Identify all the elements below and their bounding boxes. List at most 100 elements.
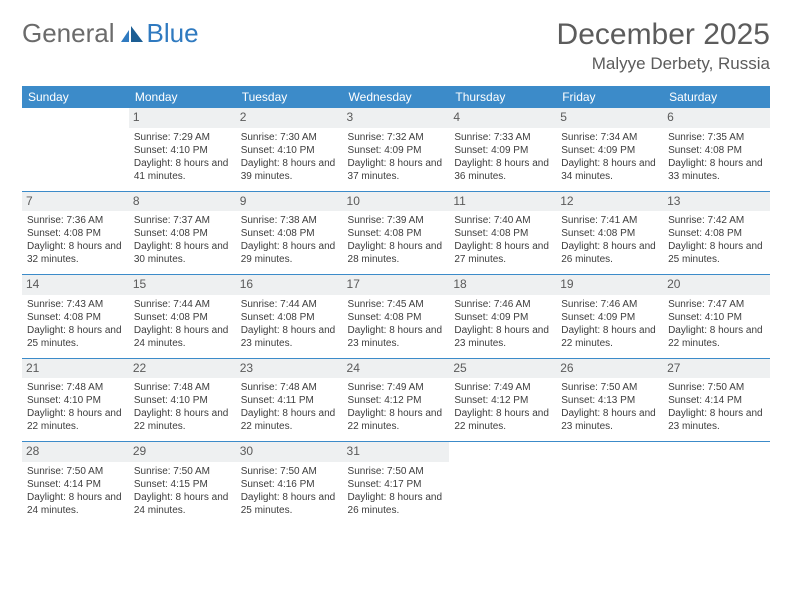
calendar-day-cell: 9Sunrise: 7:38 AMSunset: 4:08 PMDaylight… (236, 191, 343, 275)
daylight-text: Daylight: 8 hours and 30 minutes. (134, 240, 231, 266)
daylight-text: Daylight: 8 hours and 22 minutes. (27, 407, 124, 433)
sunrise-text: Sunrise: 7:34 AM (561, 131, 658, 144)
day-info: Sunrise: 7:49 AMSunset: 4:12 PMDaylight:… (347, 381, 446, 433)
sunrise-text: Sunrise: 7:50 AM (134, 465, 231, 478)
calendar-week-row: 28Sunrise: 7:50 AMSunset: 4:14 PMDayligh… (22, 442, 770, 525)
sunrise-text: Sunrise: 7:44 AM (134, 298, 231, 311)
daylight-text: Daylight: 8 hours and 26 minutes. (561, 240, 658, 266)
day-info: Sunrise: 7:30 AMSunset: 4:10 PMDaylight:… (240, 131, 339, 183)
day-info: Sunrise: 7:50 AMSunset: 4:16 PMDaylight:… (240, 465, 339, 517)
day-number: 26 (556, 359, 663, 379)
sunset-text: Sunset: 4:08 PM (241, 227, 338, 240)
calendar-day-cell: 12Sunrise: 7:41 AMSunset: 4:08 PMDayligh… (556, 191, 663, 275)
sunset-text: Sunset: 4:10 PM (27, 394, 124, 407)
daylight-text: Daylight: 8 hours and 25 minutes. (241, 491, 338, 517)
sunrise-text: Sunrise: 7:40 AM (454, 214, 551, 227)
day-number: 10 (343, 192, 450, 212)
weekday-header: Tuesday (236, 86, 343, 108)
logo: General Blue (22, 18, 199, 49)
day-info: Sunrise: 7:44 AMSunset: 4:08 PMDaylight:… (240, 298, 339, 350)
day-info: Sunrise: 7:48 AMSunset: 4:10 PMDaylight:… (26, 381, 125, 433)
daylight-text: Daylight: 8 hours and 25 minutes. (27, 324, 124, 350)
calendar-day-cell: 31Sunrise: 7:50 AMSunset: 4:17 PMDayligh… (343, 442, 450, 525)
weekday-header: Monday (129, 86, 236, 108)
day-info: Sunrise: 7:50 AMSunset: 4:17 PMDaylight:… (347, 465, 446, 517)
sunset-text: Sunset: 4:08 PM (134, 227, 231, 240)
day-number: 19 (556, 275, 663, 295)
sunset-text: Sunset: 4:13 PM (561, 394, 658, 407)
day-info: Sunrise: 7:44 AMSunset: 4:08 PMDaylight:… (133, 298, 232, 350)
calendar-day-cell: 8Sunrise: 7:37 AMSunset: 4:08 PMDaylight… (129, 191, 236, 275)
daylight-text: Daylight: 8 hours and 23 minutes. (668, 407, 765, 433)
sunset-text: Sunset: 4:08 PM (134, 311, 231, 324)
sunset-text: Sunset: 4:09 PM (454, 311, 551, 324)
daylight-text: Daylight: 8 hours and 22 minutes. (241, 407, 338, 433)
sunset-text: Sunset: 4:08 PM (668, 144, 765, 157)
daylight-text: Daylight: 8 hours and 23 minutes. (241, 324, 338, 350)
day-number: 8 (129, 192, 236, 212)
sunset-text: Sunset: 4:08 PM (241, 311, 338, 324)
daylight-text: Daylight: 8 hours and 27 minutes. (454, 240, 551, 266)
daylight-text: Daylight: 8 hours and 23 minutes. (454, 324, 551, 350)
day-info: Sunrise: 7:42 AMSunset: 4:08 PMDaylight:… (667, 214, 766, 266)
calendar-day-cell: 26Sunrise: 7:50 AMSunset: 4:13 PMDayligh… (556, 358, 663, 442)
calendar-day-cell: 27Sunrise: 7:50 AMSunset: 4:14 PMDayligh… (663, 358, 770, 442)
sunrise-text: Sunrise: 7:48 AM (27, 381, 124, 394)
daylight-text: Daylight: 8 hours and 22 minutes. (561, 324, 658, 350)
day-info: Sunrise: 7:48 AMSunset: 4:11 PMDaylight:… (240, 381, 339, 433)
day-number: 13 (663, 192, 770, 212)
calendar-day-cell: 19Sunrise: 7:46 AMSunset: 4:09 PMDayligh… (556, 275, 663, 359)
calendar-day-cell: 4 Sunrise: 7:33 AMSunset: 4:09 PMDaylight… (449, 108, 556, 191)
sunrise-text: Sunrise: 7:32 AM (348, 131, 445, 144)
daylight-text: Daylight: 8 hours and 41 minutes. (134, 157, 231, 183)
weekday-header-row: Sunday Monday Tuesday Wednesday Thursday… (22, 86, 770, 108)
day-number: 4 (449, 108, 556, 128)
calendar-day-cell: 2Sunrise: 7:30 AMSunset: 4:10 PMDaylight… (236, 108, 343, 191)
sunset-text: Sunset: 4:08 PM (561, 227, 658, 240)
sunset-text: Sunset: 4:12 PM (454, 394, 551, 407)
sunset-text: Sunset: 4:14 PM (668, 394, 765, 407)
daylight-text: Daylight: 8 hours and 26 minutes. (348, 491, 445, 517)
daylight-text: Daylight: 8 hours and 28 minutes. (348, 240, 445, 266)
day-info: Sunrise: 7:29 AMSunset: 4:10 PMDaylight:… (133, 131, 232, 183)
day-number: 30 (236, 442, 343, 462)
sunrise-text: Sunrise: 7:50 AM (241, 465, 338, 478)
day-info: Sunrise: 7:50 AMSunset: 4:15 PMDaylight:… (133, 465, 232, 517)
day-info: Sunrise: 7:33 AMSunset: 4:09 PMDaylight:… (453, 131, 552, 183)
sunset-text: Sunset: 4:11 PM (241, 394, 338, 407)
calendar-week-row: 1Sunrise: 7:29 AMSunset: 4:10 PMDaylight… (22, 108, 770, 191)
logo-text-gray: General (22, 18, 115, 49)
calendar-day-cell: 7Sunrise: 7:36 AMSunset: 4:08 PMDaylight… (22, 191, 129, 275)
day-number: 21 (22, 359, 129, 379)
sunset-text: Sunset: 4:10 PM (134, 144, 231, 157)
calendar-day-cell: 14Sunrise: 7:43 AMSunset: 4:08 PMDayligh… (22, 275, 129, 359)
calendar-day-cell: 23Sunrise: 7:48 AMSunset: 4:11 PMDayligh… (236, 358, 343, 442)
day-number: 7 (22, 192, 129, 212)
sunset-text: Sunset: 4:16 PM (241, 478, 338, 491)
daylight-text: Daylight: 8 hours and 22 minutes. (668, 324, 765, 350)
weekday-header: Sunday (22, 86, 129, 108)
calendar-day-cell: 16Sunrise: 7:44 AMSunset: 4:08 PMDayligh… (236, 275, 343, 359)
calendar-day-cell (22, 108, 129, 191)
day-info: Sunrise: 7:43 AMSunset: 4:08 PMDaylight:… (26, 298, 125, 350)
sunrise-text: Sunrise: 7:41 AM (561, 214, 658, 227)
day-info: Sunrise: 7:32 AMSunset: 4:09 PMDaylight:… (347, 131, 446, 183)
sunset-text: Sunset: 4:17 PM (348, 478, 445, 491)
day-number: 17 (343, 275, 450, 295)
day-info: Sunrise: 7:50 AMSunset: 4:13 PMDaylight:… (560, 381, 659, 433)
calendar-day-cell: 1Sunrise: 7:29 AMSunset: 4:10 PMDaylight… (129, 108, 236, 191)
header: General Blue December 2025 Malyye Derbet… (22, 18, 770, 74)
calendar-week-row: 21Sunrise: 7:48 AMSunset: 4:10 PMDayligh… (22, 358, 770, 442)
day-info: Sunrise: 7:46 AMSunset: 4:09 PMDaylight:… (453, 298, 552, 350)
day-number: 9 (236, 192, 343, 212)
calendar-day-cell: 11Sunrise: 7:40 AMSunset: 4:08 PMDayligh… (449, 191, 556, 275)
calendar-day-cell: 22Sunrise: 7:48 AMSunset: 4:10 PMDayligh… (129, 358, 236, 442)
calendar-day-cell: 29Sunrise: 7:50 AMSunset: 4:15 PMDayligh… (129, 442, 236, 525)
day-info: Sunrise: 7:47 AMSunset: 4:10 PMDaylight:… (667, 298, 766, 350)
calendar-day-cell (663, 442, 770, 525)
calendar-day-cell: 20Sunrise: 7:47 AMSunset: 4:10 PMDayligh… (663, 275, 770, 359)
sunset-text: Sunset: 4:15 PM (134, 478, 231, 491)
day-number: 27 (663, 359, 770, 379)
sunrise-text: Sunrise: 7:48 AM (241, 381, 338, 394)
day-number: 22 (129, 359, 236, 379)
